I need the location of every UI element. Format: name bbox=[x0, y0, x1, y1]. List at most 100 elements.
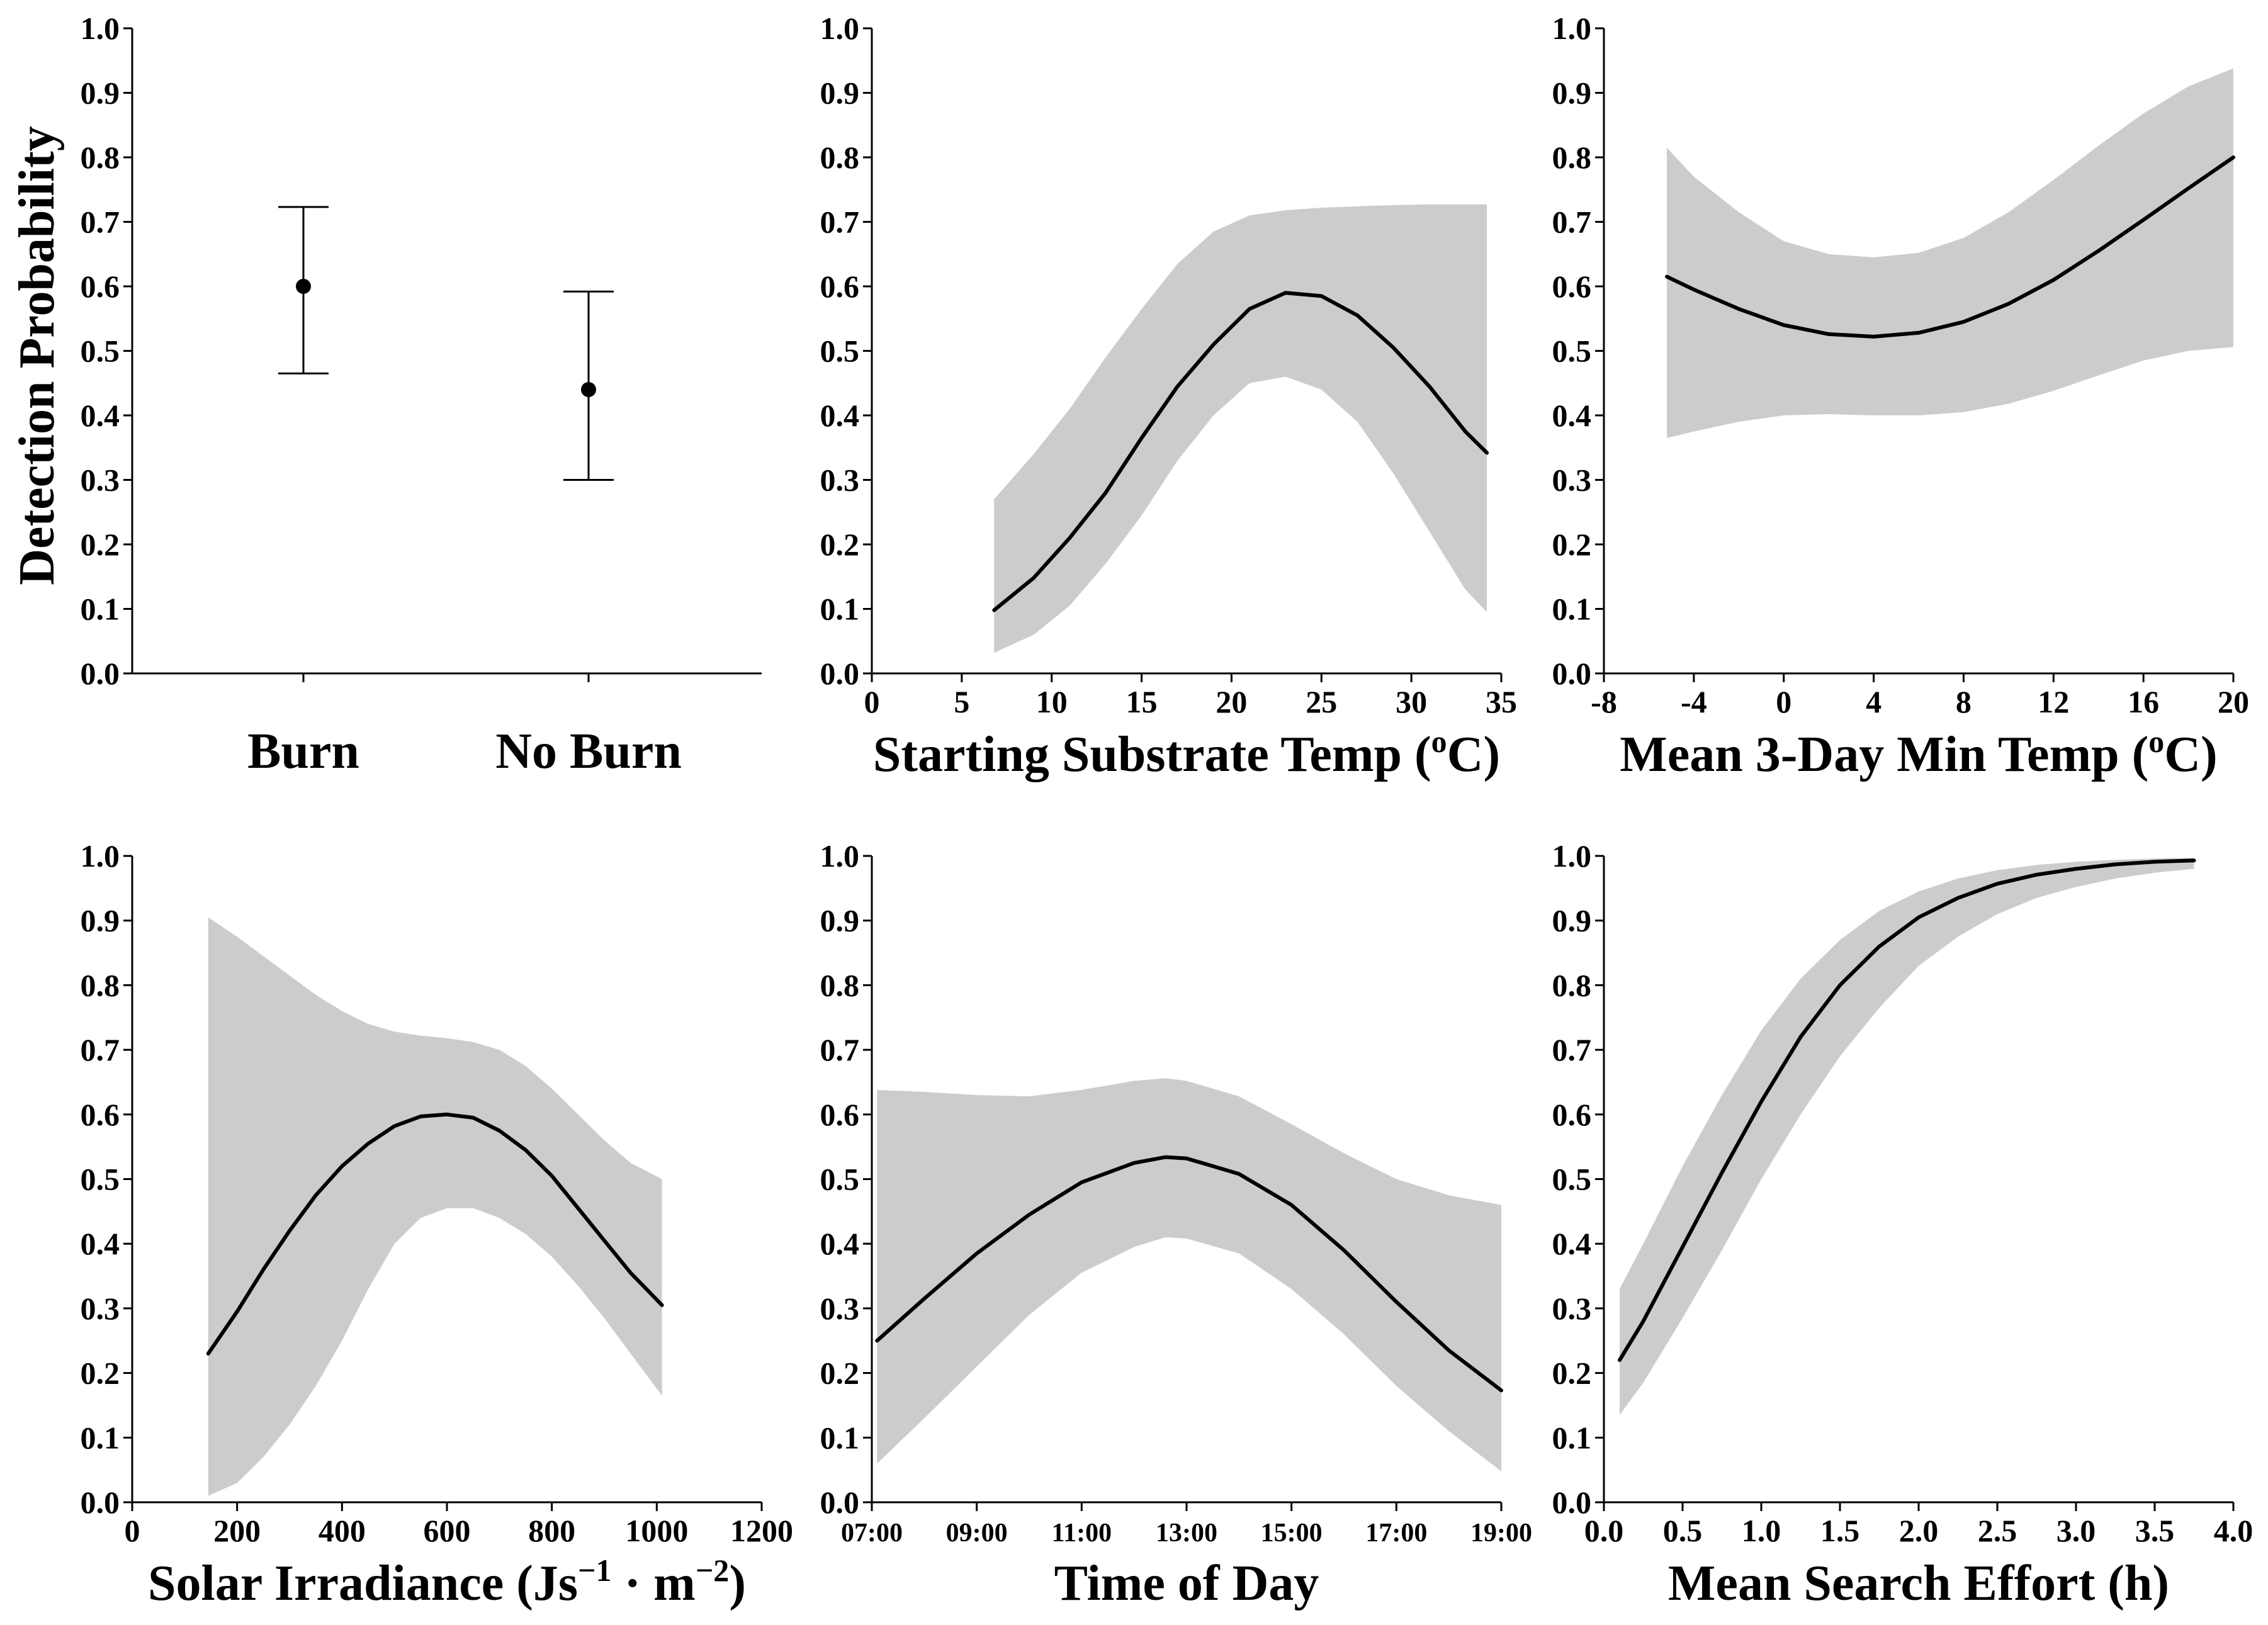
x-tick-label: 12 bbox=[2038, 684, 2069, 719]
confidence-band bbox=[994, 204, 1487, 653]
y-tick-label: 0.9 bbox=[81, 903, 120, 938]
y-tick-label: 0.8 bbox=[1552, 140, 1592, 175]
x-tick-label: 200 bbox=[213, 1513, 261, 1548]
x-tick-label: 2.0 bbox=[1899, 1513, 1939, 1548]
x-tick-label: 10 bbox=[1036, 684, 1068, 719]
panel-burn: 0.0 0.1 0.2 0.3 0.4 0.5 0.6 0.7 0.8 0.9 1.0 Burn No … bbox=[81, 11, 762, 779]
y-tick-label: 0.6 bbox=[81, 269, 120, 304]
y-tick-label: 0.6 bbox=[820, 269, 860, 304]
y-tick-label: 0.9 bbox=[81, 76, 120, 111]
x-axis-title: Mean 3-Day Min Temp (oC) bbox=[1620, 724, 2217, 782]
y-tick-label: 0.4 bbox=[81, 1226, 120, 1261]
axis-title-part: · m bbox=[611, 1556, 695, 1611]
axis-title-part: Mean 3-Day Min Temp ( bbox=[1620, 727, 2148, 782]
x-tick-label: -4 bbox=[1681, 684, 1707, 719]
x-tick-label: 5 bbox=[954, 684, 969, 719]
y-tick-label: 0.3 bbox=[1552, 1291, 1592, 1326]
axis-title-part: Solar Irradiance (Js bbox=[148, 1556, 578, 1611]
y-tick-label: 0.7 bbox=[1552, 1032, 1592, 1067]
fitted-curve bbox=[206, 1112, 664, 1356]
x-tick-label: 4.0 bbox=[2214, 1513, 2254, 1548]
x-tick-label: 0.5 bbox=[1663, 1513, 1703, 1548]
x-axis-title: Time of Day bbox=[1054, 1556, 1319, 1611]
y-tick-label: 1.0 bbox=[1552, 838, 1592, 874]
x-tick-label: 16 bbox=[2128, 684, 2159, 719]
y-tick-label: 0.2 bbox=[1552, 1356, 1592, 1391]
y-tick-label: 0.1 bbox=[1552, 592, 1592, 627]
x-tick-label: 1.5 bbox=[1820, 1513, 1860, 1548]
y-tick-label: 0.1 bbox=[820, 1420, 860, 1455]
x-tick-label: 09:00 bbox=[946, 1519, 1008, 1548]
x-tick-label: 17:00 bbox=[1365, 1519, 1427, 1548]
panel-substrate: 0.0 0.1 0.2 0.3 0.4 0.5 0.6 0.7 0.8 0.9 1.0 0 5 10 15 2… bbox=[820, 11, 1518, 782]
y-tick-label: 0.1 bbox=[81, 1420, 120, 1455]
x-tick-label: 20 bbox=[2218, 684, 2249, 719]
panel-timeofday: 0.0 0.1 0.2 0.3 0.4 0.5 0.6 0.7 0.8 0.9 1.0 07:00 09… bbox=[820, 838, 1533, 1611]
y-tick-label: 0.9 bbox=[820, 76, 860, 111]
x-tick-label: 3.0 bbox=[2056, 1513, 2096, 1548]
y-tick-label: 0.2 bbox=[820, 527, 860, 562]
axis-title-superscript: −1 bbox=[578, 1553, 612, 1588]
x-tick-label: 3.5 bbox=[2135, 1513, 2175, 1548]
y-tick-label: 1.0 bbox=[81, 11, 120, 46]
y-tick-label: 0.2 bbox=[81, 1356, 120, 1391]
panel-solar: 0.0 0.1 0.2 0.3 0.4 0.5 0.6 0.7 0.8 0.9 1.0 0 200 400… bbox=[81, 838, 794, 1611]
y-tick-label: 0.4 bbox=[81, 398, 120, 433]
confidence-band bbox=[208, 917, 662, 1496]
confidence-band bbox=[1620, 858, 2194, 1415]
x-tick-label: 1.0 bbox=[1742, 1513, 1781, 1548]
y-tick-label: 0.9 bbox=[1552, 903, 1592, 938]
y-tick-label: 0.6 bbox=[820, 1097, 860, 1132]
y-tick-label: 0.5 bbox=[1552, 1162, 1592, 1197]
fitted-curve bbox=[992, 291, 1489, 612]
y-tick-label: 0.4 bbox=[1552, 398, 1592, 433]
y-tick-label: 0.0 bbox=[820, 656, 860, 691]
x-tick-label: 1000 bbox=[625, 1513, 688, 1548]
y-tick-label: 0.3 bbox=[820, 463, 860, 498]
axis-title-part: C) bbox=[1447, 727, 1500, 782]
y-tick-label: 0.7 bbox=[81, 1032, 120, 1067]
x-tick-label: 11:00 bbox=[1051, 1519, 1112, 1548]
y-tick-label: 0.0 bbox=[1552, 1485, 1592, 1520]
y-tick-label: 0.2 bbox=[81, 527, 120, 562]
y-tick-label: 0.2 bbox=[820, 1356, 860, 1391]
y-tick-label: 0.8 bbox=[1552, 967, 1592, 1003]
fitted-curve bbox=[1618, 858, 2196, 1363]
x-tick-label: 35 bbox=[1486, 684, 1517, 719]
y-tick-label: 0.6 bbox=[81, 1097, 120, 1132]
y-tick-label: 0.6 bbox=[1552, 1097, 1592, 1132]
y-tick-label: 0.0 bbox=[1552, 656, 1592, 691]
y-tick-label: 0.1 bbox=[820, 592, 860, 627]
x-tick-label: 30 bbox=[1396, 684, 1427, 719]
y-axis-title: Detection Probability bbox=[9, 126, 65, 585]
y-tick-label: 1.0 bbox=[820, 838, 860, 874]
y-tick-label: 0.7 bbox=[820, 1032, 860, 1067]
y-tick-label: 1.0 bbox=[81, 838, 120, 874]
confidence-band bbox=[1667, 68, 2233, 438]
x-tick-label: 0 bbox=[864, 684, 880, 719]
x-tick-label: -8 bbox=[1591, 684, 1617, 719]
x-tick-label: 20 bbox=[1216, 684, 1247, 719]
data-point bbox=[296, 279, 311, 294]
y-tick-label: 0.4 bbox=[820, 398, 860, 433]
confidence-band bbox=[877, 1078, 1501, 1471]
y-tick-label: 0.8 bbox=[820, 967, 860, 1003]
y-tick-label: 1.0 bbox=[1552, 11, 1592, 46]
panel-effort: 0.0 0.1 0.2 0.3 0.4 0.5 0.6 0.7 0.8 0.9 1.0 0.0 0.5 1… bbox=[1552, 838, 2254, 1611]
category-label: Burn bbox=[247, 724, 359, 779]
x-tick-label: 0 bbox=[125, 1513, 140, 1548]
y-tick-label: 0.6 bbox=[1552, 269, 1592, 304]
y-tick-label: 0.3 bbox=[81, 1291, 120, 1326]
axis-title-superscript: −2 bbox=[696, 1553, 730, 1588]
axis-title-superscript: o bbox=[2148, 724, 2164, 759]
y-tick-label: 0.7 bbox=[1552, 205, 1592, 240]
x-tick-label: 8 bbox=[1956, 684, 1972, 719]
y-tick-label: 0.3 bbox=[81, 463, 120, 498]
y-tick-label: 0.2 bbox=[1552, 527, 1592, 562]
y-tick-label: 0.1 bbox=[81, 592, 120, 627]
y-tick-label: 0.7 bbox=[81, 205, 120, 240]
y-tick-label: 0.8 bbox=[820, 140, 860, 175]
fitted-curve bbox=[875, 1155, 1503, 1393]
y-tick-label: 0.4 bbox=[820, 1226, 860, 1261]
x-tick-label: 0.0 bbox=[1584, 1513, 1624, 1548]
